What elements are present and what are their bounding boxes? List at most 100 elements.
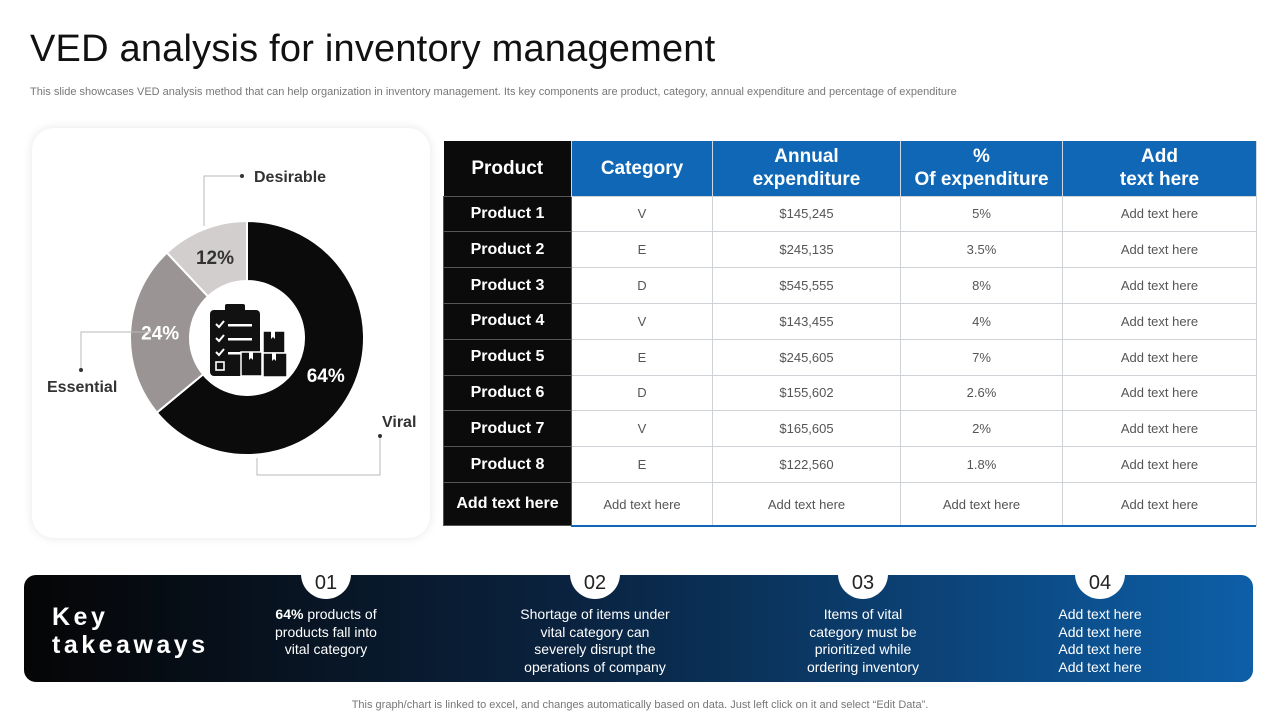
donut-chart-card: 64% 24% 12% Viral Essential Desirable: [32, 128, 430, 538]
takeaway-line: Shortage of items under: [520, 606, 670, 622]
legend-label-desirable: Desirable: [254, 169, 326, 186]
table-cell: $165,605: [712, 410, 901, 448]
takeaway-line: severely disrupt the: [534, 641, 656, 657]
leader-dot-viral: [378, 434, 382, 438]
leader-dot-desirable: [240, 174, 244, 178]
product-name-cell: Product 6: [443, 374, 572, 412]
table-header-text: Category: [600, 157, 684, 179]
leader-line-desirable: [203, 175, 242, 226]
takeaway-line: Add text here: [1058, 641, 1142, 657]
product-name-cell: Product 7: [443, 410, 572, 448]
table-cell: Add text here: [1062, 482, 1257, 526]
donut-data-label-essential: 24%: [141, 324, 179, 345]
table-header-cell: Category: [571, 141, 713, 196]
table-cell: E: [571, 231, 713, 269]
leader-dot-essential: [79, 368, 83, 372]
table-cell: D: [571, 374, 713, 412]
table-cell: Add text here: [571, 482, 713, 526]
table-header-cell: Add text here: [1062, 141, 1257, 196]
takeaway-number-4: 04: [1075, 567, 1125, 599]
ved-table-container: Product Category Annual expenditure% Of expe…: [443, 141, 1257, 527]
table-cell: $155,602: [712, 374, 901, 412]
donut-chart[interactable]: 64% 24% 12% Viral Essential Desirable: [32, 128, 430, 538]
donut-data-label-viral: 64%: [307, 366, 345, 387]
ved-table: Product Category Annual expenditure% Of expe…: [443, 141, 1257, 526]
table-cell: Add text here: [1062, 338, 1257, 376]
clipboard-inventory-icon: [210, 304, 288, 378]
table-cell: Add text here: [1062, 302, 1257, 340]
table-cell: Add text here: [712, 482, 901, 526]
key-takeaways-label-line1: Key: [52, 603, 109, 631]
chart-footnote: This graph/chart is linked to excel, and…: [351, 699, 929, 711]
takeaway-highlight: 64%: [275, 606, 304, 622]
donut-data-label-desirable: 12%: [196, 248, 234, 269]
donut-slice-desirable[interactable]: [165, 219, 248, 298]
product-name-cell: Product 8: [443, 446, 572, 483]
table-cell: E: [571, 338, 713, 376]
key-takeaways-label-line2: takeaways: [52, 631, 209, 659]
product-name-cell: Product 1: [443, 195, 572, 233]
table-cell: 2.6%: [900, 374, 1063, 412]
takeaway-line: 64% products of: [216, 606, 436, 624]
takeaway-text-2: Shortage of items under vital category ca…: [485, 606, 705, 676]
table-header-text: Product: [471, 157, 544, 179]
table-header-cell: % Of expenditure: [900, 141, 1063, 196]
table-header-text: expenditure: [752, 169, 861, 191]
table-bottom-accent: [571, 525, 1256, 527]
product-name-cell: Product 5: [443, 338, 572, 376]
table-cell: V: [571, 195, 713, 233]
takeaway-line-text: products of: [303, 606, 377, 622]
table-header-text: Annual: [774, 146, 839, 168]
product-name-cell: Product 4: [443, 302, 572, 340]
table-cell: 4%: [900, 302, 1063, 340]
donut-slice-viral[interactable]: [155, 219, 365, 456]
takeaway-line: products fall into: [275, 623, 377, 640]
table-row: Product 7 V $165,605 2% Add text here: [443, 410, 1257, 448]
table-header-text: Of expenditure: [914, 169, 1049, 191]
takeaway-line: category must be: [809, 623, 917, 640]
table-cell: Add text here: [1062, 410, 1257, 448]
table-cell: $143,455: [712, 302, 901, 340]
product-name-cell: Product 2: [443, 231, 572, 269]
table-cell: 3.5%: [900, 231, 1063, 269]
table-cell: Add text here: [1062, 195, 1257, 233]
table-cell: $545,555: [712, 267, 901, 304]
legend-label-essential: Essential: [47, 379, 117, 396]
table-cell: 5%: [900, 195, 1063, 233]
takeaway-line: prioritized while: [814, 641, 912, 657]
takeaway-line: Items of vital: [823, 606, 903, 622]
takeaway-line: Add text here: [1058, 658, 1142, 675]
legend-label-viral: Viral: [382, 414, 416, 431]
table-cell: Add text here: [1062, 267, 1257, 304]
product-name-cell: Product 3: [443, 267, 572, 304]
takeaway-line: operations of company: [524, 658, 666, 675]
table-cell: 7%: [900, 338, 1063, 376]
table-header-text: %: [973, 146, 990, 168]
table-cell: V: [571, 410, 713, 448]
table-row: Product 2 E $245,135 3.5% Add text here: [443, 231, 1257, 269]
table-cell: $145,245: [712, 195, 901, 233]
table-header-text: Add: [1141, 146, 1178, 168]
key-takeaways-banner: [24, 575, 1253, 682]
table-header-row: Product Category Annual expenditure% Of expe…: [443, 141, 1257, 196]
page-subtitle: This slide showcases VED analysis method…: [30, 86, 957, 98]
table-cell: Add text here: [1062, 446, 1257, 483]
page-title: VED analysis for inventory management: [30, 28, 716, 70]
takeaway-text-1: 64% products of products fall into vital c…: [216, 606, 436, 659]
takeaway-line: vital category: [284, 641, 368, 657]
table-row: Product 3 D $545,555 8% Add text here: [443, 267, 1257, 304]
table-cell: V: [571, 302, 713, 340]
table-header-text: text here: [1119, 169, 1200, 191]
table-header-cell: Product: [443, 141, 572, 196]
table-row: Product 6 D $155,602 2.6% Add text here: [443, 374, 1257, 412]
table-cell: $245,135: [712, 231, 901, 269]
product-name-cell: Add text here: [443, 482, 572, 526]
takeaway-text-4: Add text here Add text here Add text here A…: [990, 606, 1210, 676]
donut-slice-essential[interactable]: [129, 251, 210, 414]
table-cell: $245,605: [712, 338, 901, 376]
table-cell: 8%: [900, 267, 1063, 304]
table-row: Product 1 V $145,245 5% Add text here: [443, 195, 1257, 233]
takeaway-text-3: Items of vital category must be prioritize…: [753, 606, 973, 676]
table-header-cell: Annual expenditure: [712, 141, 901, 196]
takeaway-line: Add text here: [1058, 606, 1142, 622]
